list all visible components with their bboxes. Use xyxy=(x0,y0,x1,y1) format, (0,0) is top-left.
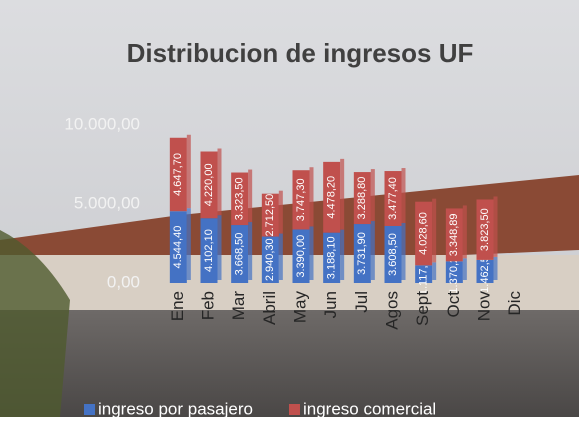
value-label: 3.323,50 xyxy=(234,177,246,220)
legend-label: ingreso comercial xyxy=(303,399,436,417)
bar-side xyxy=(248,222,252,280)
bar-side xyxy=(463,205,467,258)
y-tick-label: 0,00 xyxy=(107,272,140,291)
bar-side xyxy=(279,191,283,234)
value-label: 3.668,50 xyxy=(234,233,246,276)
value-label: 4.544,40 xyxy=(172,226,184,269)
value-label: 3.731,90 xyxy=(356,232,368,275)
x-tick-label: May xyxy=(290,291,309,324)
bar-side xyxy=(310,226,314,280)
y-tick-label: 10.000,00 xyxy=(64,114,140,133)
chart-title: Distribucion de ingresos UF xyxy=(127,38,474,68)
bar-side xyxy=(218,149,222,216)
bar-side xyxy=(371,169,375,221)
value-label: 4.028,60 xyxy=(418,212,430,255)
value-label: 3.477,40 xyxy=(387,177,399,220)
bar-side xyxy=(340,230,344,280)
value-label: 4.647,70 xyxy=(172,153,184,196)
bar-side xyxy=(340,159,344,230)
value-label: 3.288,80 xyxy=(356,177,368,220)
value-label: 3.747,30 xyxy=(295,178,307,221)
x-tick-label: Dic xyxy=(505,291,524,316)
x-tick-label: Jul xyxy=(352,291,371,313)
value-label: 2.712,50 xyxy=(264,194,276,237)
bar-side xyxy=(279,234,283,280)
bar-side xyxy=(187,208,191,280)
x-tick-label: Sept xyxy=(413,291,432,326)
bar-side xyxy=(432,262,436,280)
y-tick-label: 5.000,00 xyxy=(74,193,140,212)
bar-side xyxy=(310,167,314,226)
legend-label: ingreso por pasajero xyxy=(98,399,253,417)
value-label: 3.348,89 xyxy=(448,213,460,256)
bar-side xyxy=(218,215,222,280)
x-tick-label: Oct xyxy=(444,291,463,318)
chart: Distribucion de ingresos UF 0,00 5.000,00… xyxy=(0,0,579,417)
x-tick-label: Feb xyxy=(198,291,217,320)
x-tick-label: Agos xyxy=(382,291,401,330)
value-label: 2.940,30 xyxy=(264,238,276,281)
value-label: 4.102,10 xyxy=(203,229,215,272)
legend-swatch xyxy=(84,404,95,415)
bar-side xyxy=(248,170,252,223)
x-tick-label: Jun xyxy=(321,291,340,318)
bar-side xyxy=(371,221,375,280)
bar-side xyxy=(402,168,406,223)
value-label: 3.823,50 xyxy=(479,208,491,251)
x-tick-label: Abril xyxy=(260,291,279,325)
legend-swatch xyxy=(289,404,300,415)
bar-side xyxy=(402,223,406,280)
value-label: 3.390,00 xyxy=(295,235,307,278)
x-tick-label: Mar xyxy=(229,291,248,321)
bar-side xyxy=(187,135,191,208)
x-tick-label: Nov xyxy=(474,291,493,322)
value-label: 3.188,10 xyxy=(326,236,338,279)
bar-side xyxy=(463,258,467,280)
value-label: 3.608,50 xyxy=(387,233,399,276)
value-label: 4.478,20 xyxy=(326,176,338,219)
value-label: 4.220,00 xyxy=(203,163,215,206)
bar-side xyxy=(494,196,498,256)
x-tick-label: Ene xyxy=(168,291,187,321)
background-ground xyxy=(0,310,579,417)
bar-side xyxy=(432,199,436,263)
bar-side xyxy=(494,257,498,280)
